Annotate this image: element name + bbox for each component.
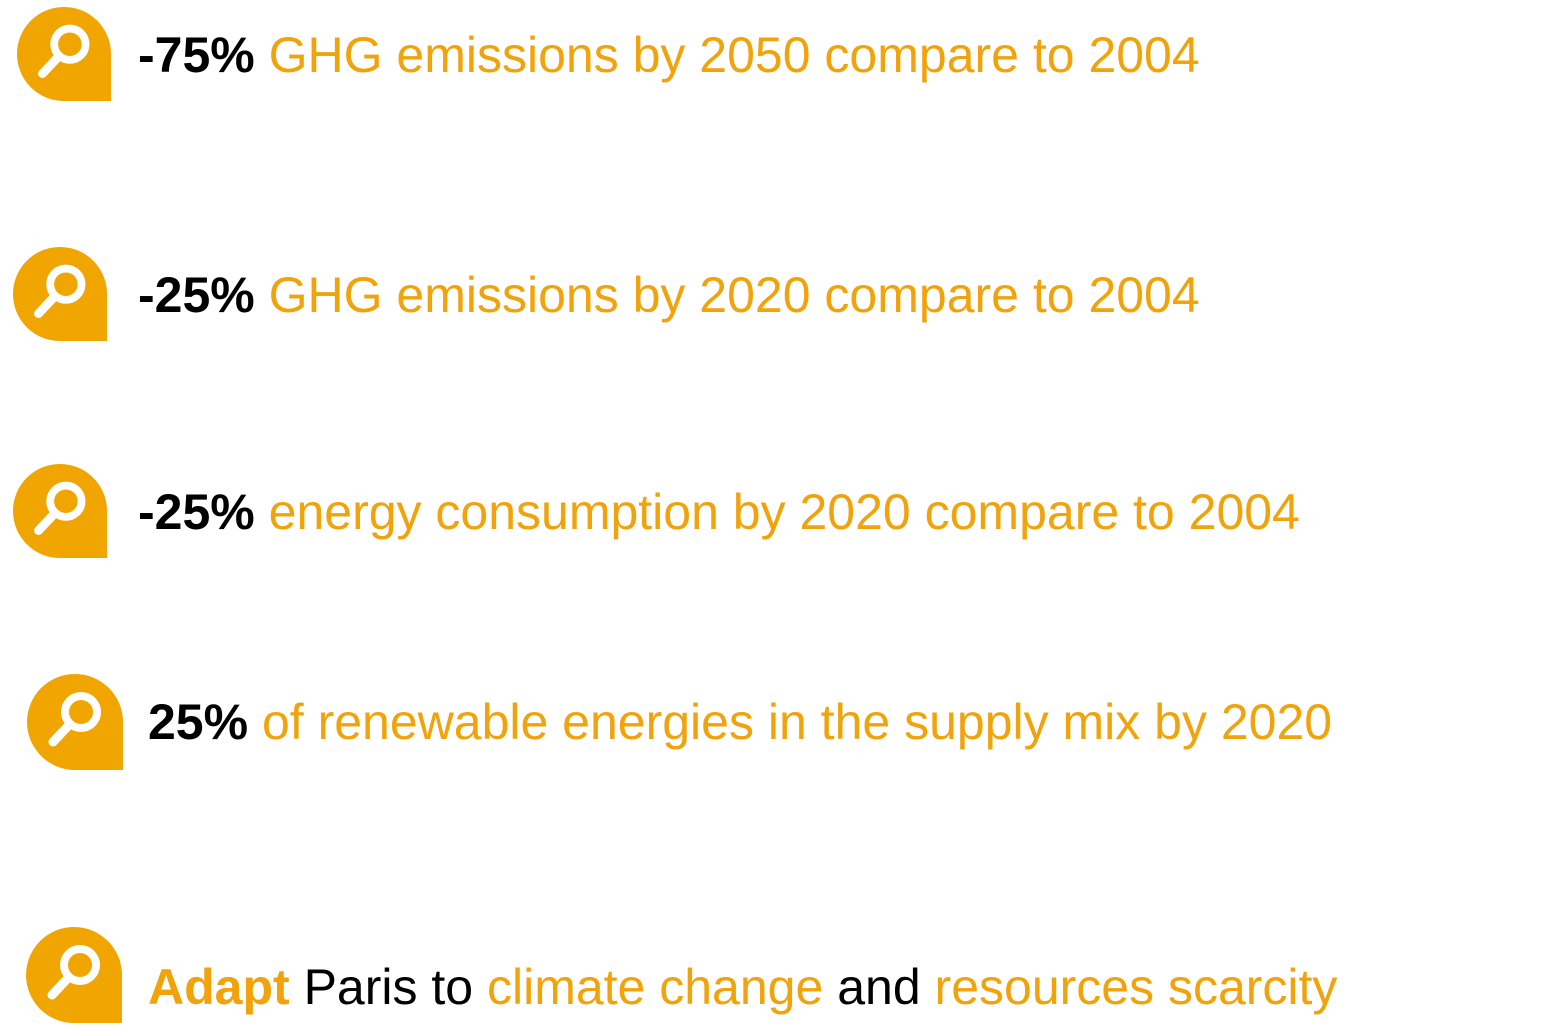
text: and bbox=[837, 959, 921, 1015]
text: climate change bbox=[486, 959, 824, 1015]
item: -75% GHG emissions by 2050 compare to 20… bbox=[0, 5, 1555, 105]
item-text: -25% GHG emissions by 2020 compare to 20… bbox=[138, 266, 1200, 324]
highlight: 25% bbox=[148, 694, 249, 750]
highlight: -25% bbox=[138, 484, 255, 540]
icon bbox=[16, 6, 112, 102]
text: GHG emissions by 2050 compare to 2004 bbox=[268, 27, 1200, 83]
icon bbox=[12, 246, 108, 342]
icon bbox=[12, 463, 108, 559]
item: -25% GHG emissions by 2020 compare to 20… bbox=[0, 245, 1555, 345]
text: GHG emissions by 2020 compare to 2004 bbox=[268, 267, 1200, 323]
item-text: Adapt Paris to climate change and resour… bbox=[148, 958, 1337, 1016]
item-text: -75% GHG emissions by 2050 compare to 20… bbox=[138, 26, 1200, 84]
highlight: -25% bbox=[138, 267, 255, 323]
text: of renewable energies in the supply mix … bbox=[261, 694, 1333, 750]
text: resources scarcity bbox=[934, 959, 1338, 1015]
item-text: -25% energy consumption by 2020 compare … bbox=[138, 483, 1300, 541]
icon bbox=[27, 674, 123, 770]
text: energy consumption by 2020 compare to 20… bbox=[268, 484, 1300, 540]
icon bbox=[26, 927, 122, 1023]
item: -25% energy consumption by 2020 compare … bbox=[0, 462, 1555, 562]
text: Paris to bbox=[303, 959, 474, 1015]
item: Adapt Paris to climate change and resour… bbox=[0, 925, 1555, 1025]
item: 25% of renewable energies in the supply … bbox=[0, 672, 1555, 772]
item-text: 25% of renewable energies in the supply … bbox=[148, 693, 1332, 751]
highlight: Adapt bbox=[148, 959, 290, 1015]
highlight: -75% bbox=[138, 27, 255, 83]
